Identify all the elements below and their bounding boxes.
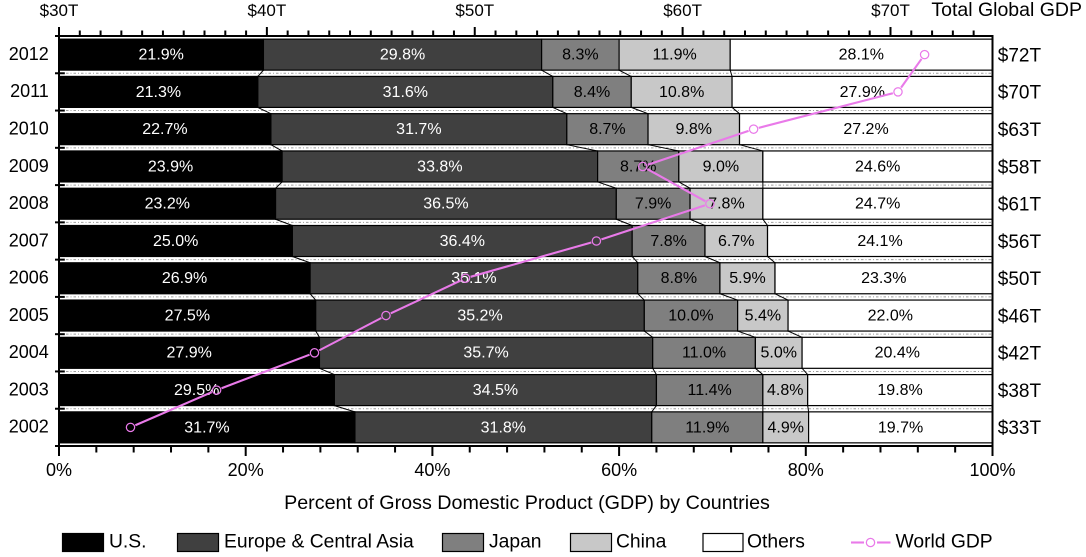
svg-text:6.7%: 6.7%: [718, 233, 754, 250]
svg-text:25.0%: 25.0%: [153, 233, 198, 250]
svg-text:8.8%: 8.8%: [661, 270, 697, 287]
svg-text:Percent of Gross Domestic Prod: Percent of Gross Domestic Product (GDP) …: [284, 492, 770, 514]
svg-text:$46T: $46T: [998, 306, 1042, 327]
svg-text:$70T: $70T: [871, 1, 910, 20]
svg-text:21.9%: 21.9%: [139, 47, 184, 64]
svg-text:22.7%: 22.7%: [142, 121, 187, 138]
svg-text:24.6%: 24.6%: [855, 158, 900, 175]
svg-text:$33T: $33T: [998, 418, 1042, 439]
svg-text:China: China: [616, 532, 667, 553]
svg-text:$63T: $63T: [998, 120, 1042, 141]
svg-text:$30T: $30T: [40, 1, 79, 20]
svg-text:Total Global GDP: Total Global GDP: [931, 0, 1082, 21]
svg-text:36.5%: 36.5%: [423, 196, 468, 213]
svg-text:11.0%: 11.0%: [682, 345, 726, 362]
svg-text:11.9%: 11.9%: [653, 47, 697, 64]
svg-text:$50T: $50T: [455, 1, 494, 20]
svg-text:40%: 40%: [414, 460, 450, 480]
svg-text:27.5%: 27.5%: [165, 307, 210, 324]
svg-text:$60T: $60T: [663, 1, 702, 20]
svg-text:$61T: $61T: [998, 195, 1042, 216]
svg-text:27.2%: 27.2%: [843, 121, 888, 138]
svg-text:7.8%: 7.8%: [650, 233, 686, 250]
svg-text:$58T: $58T: [998, 157, 1042, 178]
svg-text:21.3%: 21.3%: [136, 84, 181, 101]
svg-text:23.9%: 23.9%: [148, 158, 193, 175]
svg-text:35.1%: 35.1%: [451, 270, 496, 287]
svg-text:28.1%: 28.1%: [839, 47, 884, 64]
svg-text:23.3%: 23.3%: [861, 270, 906, 287]
svg-text:19.7%: 19.7%: [878, 419, 923, 436]
svg-text:10.0%: 10.0%: [668, 307, 713, 324]
svg-text:Japan: Japan: [489, 532, 542, 553]
svg-text:60%: 60%: [601, 460, 637, 480]
svg-text:5.4%: 5.4%: [745, 307, 781, 324]
svg-text:35.2%: 35.2%: [457, 307, 502, 324]
svg-text:20%: 20%: [228, 460, 264, 480]
svg-text:20.4%: 20.4%: [875, 345, 920, 362]
svg-text:2005: 2005: [9, 305, 49, 325]
svg-text:Europe & Central Asia: Europe & Central Asia: [224, 532, 414, 553]
svg-text:2010: 2010: [9, 118, 49, 138]
svg-text:8.4%: 8.4%: [574, 84, 610, 101]
svg-text:8.3%: 8.3%: [562, 47, 598, 64]
svg-text:Others: Others: [747, 532, 805, 553]
svg-text:34.5%: 34.5%: [473, 382, 518, 399]
svg-text:2008: 2008: [9, 193, 49, 213]
svg-text:9.0%: 9.0%: [703, 158, 739, 175]
svg-text:31.7%: 31.7%: [184, 419, 229, 436]
svg-text:U.S.: U.S.: [109, 532, 147, 553]
svg-text:$40T: $40T: [248, 1, 287, 20]
svg-text:23.2%: 23.2%: [145, 196, 190, 213]
svg-text:$56T: $56T: [998, 232, 1042, 253]
svg-text:80%: 80%: [788, 460, 824, 480]
svg-text:31.8%: 31.8%: [481, 419, 526, 436]
svg-text:2011: 2011: [10, 81, 49, 101]
svg-text:19.8%: 19.8%: [877, 382, 922, 399]
svg-text:2004: 2004: [9, 342, 49, 362]
svg-text:$70T: $70T: [998, 83, 1042, 104]
svg-text:2009: 2009: [9, 156, 49, 176]
svg-text:9.8%: 9.8%: [676, 121, 712, 138]
svg-text:2012: 2012: [9, 44, 49, 64]
svg-text:$42T: $42T: [998, 344, 1042, 365]
svg-text:11.4%: 11.4%: [688, 382, 732, 399]
svg-text:33.8%: 33.8%: [417, 158, 462, 175]
svg-text:4.8%: 4.8%: [767, 382, 803, 399]
svg-text:27.9%: 27.9%: [840, 84, 885, 101]
svg-text:31.6%: 31.6%: [383, 84, 428, 101]
svg-text:27.9%: 27.9%: [167, 345, 212, 362]
svg-text:0%: 0%: [46, 460, 72, 480]
svg-text:24.1%: 24.1%: [857, 233, 902, 250]
svg-text:5.0%: 5.0%: [760, 345, 796, 362]
svg-text:100%: 100%: [969, 460, 1015, 480]
svg-text:World GDP: World GDP: [896, 532, 993, 553]
svg-text:2002: 2002: [9, 417, 49, 437]
svg-text:11.9%: 11.9%: [685, 419, 729, 436]
svg-text:36.4%: 36.4%: [440, 233, 485, 250]
svg-text:2003: 2003: [9, 379, 49, 399]
svg-text:8.7%: 8.7%: [589, 121, 625, 138]
svg-text:2007: 2007: [9, 230, 49, 250]
svg-text:4.9%: 4.9%: [767, 419, 803, 436]
svg-text:5.9%: 5.9%: [729, 270, 765, 287]
svg-text:35.7%: 35.7%: [463, 345, 508, 362]
svg-text:26.9%: 26.9%: [162, 270, 207, 287]
svg-text:24.7%: 24.7%: [855, 196, 900, 213]
svg-text:31.7%: 31.7%: [396, 121, 441, 138]
svg-text:$38T: $38T: [998, 381, 1042, 402]
svg-text:7.8%: 7.8%: [708, 196, 744, 213]
svg-text:10.8%: 10.8%: [659, 84, 704, 101]
svg-text:7.9%: 7.9%: [635, 196, 671, 213]
svg-text:29.8%: 29.8%: [380, 47, 425, 64]
svg-text:$50T: $50T: [998, 269, 1042, 290]
svg-text:$72T: $72T: [998, 45, 1042, 66]
svg-text:22.0%: 22.0%: [868, 307, 913, 324]
svg-text:2006: 2006: [9, 268, 49, 288]
